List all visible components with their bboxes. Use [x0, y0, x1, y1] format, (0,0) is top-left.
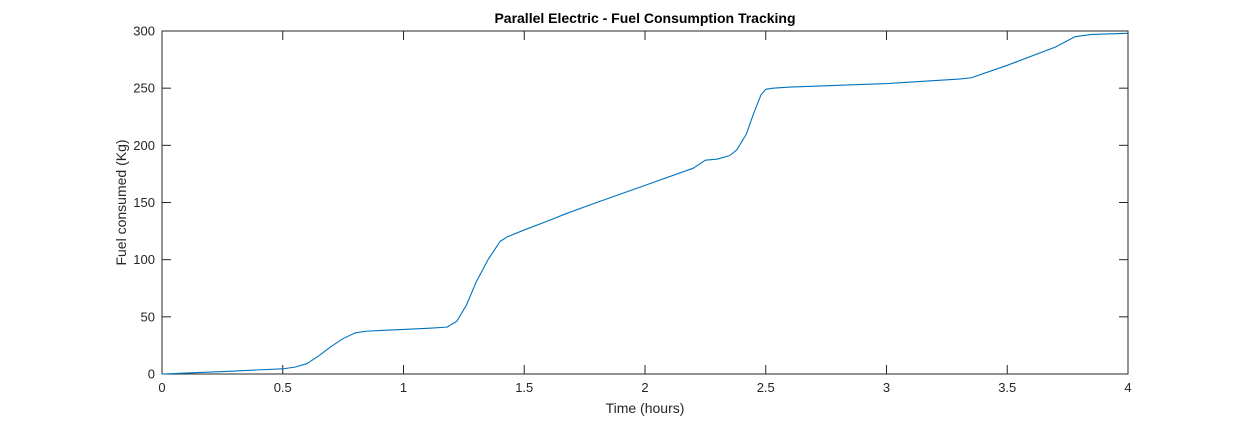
x-tick-label: 0.5: [274, 380, 292, 395]
chart-title: Parallel Electric - Fuel Consumption Tra…: [494, 10, 795, 26]
y-tick-label: 50: [141, 309, 155, 324]
x-tick-label: 3.5: [998, 380, 1016, 395]
x-tick-label: 2: [641, 380, 648, 395]
y-tick-label: 150: [133, 195, 155, 210]
x-tick-label: 2.5: [757, 380, 775, 395]
x-tick-label: 1.5: [515, 380, 533, 395]
y-tick-label: 200: [133, 138, 155, 153]
x-axis: 0 0.5 1 1.5 2 2.5 3 3.5 4: [158, 31, 1132, 395]
y-tick-label: 100: [133, 252, 155, 267]
y-axis-label: Fuel consumed (Kg): [113, 139, 129, 265]
plot-area: [161, 30, 1129, 375]
x-tick-label: 3: [883, 380, 890, 395]
x-axis-label: Time (hours): [606, 400, 685, 416]
y-axis: 0 50 100 150 200 250 300: [133, 24, 1128, 382]
y-tick-label: 300: [133, 24, 155, 39]
x-tick-label: 4: [1124, 380, 1131, 395]
x-tick-label: 0: [158, 380, 165, 395]
y-tick-label: 250: [133, 81, 155, 96]
y-tick-label: 0: [148, 367, 155, 382]
x-tick-label: 1: [400, 380, 407, 395]
series-line: [161, 32, 1129, 375]
